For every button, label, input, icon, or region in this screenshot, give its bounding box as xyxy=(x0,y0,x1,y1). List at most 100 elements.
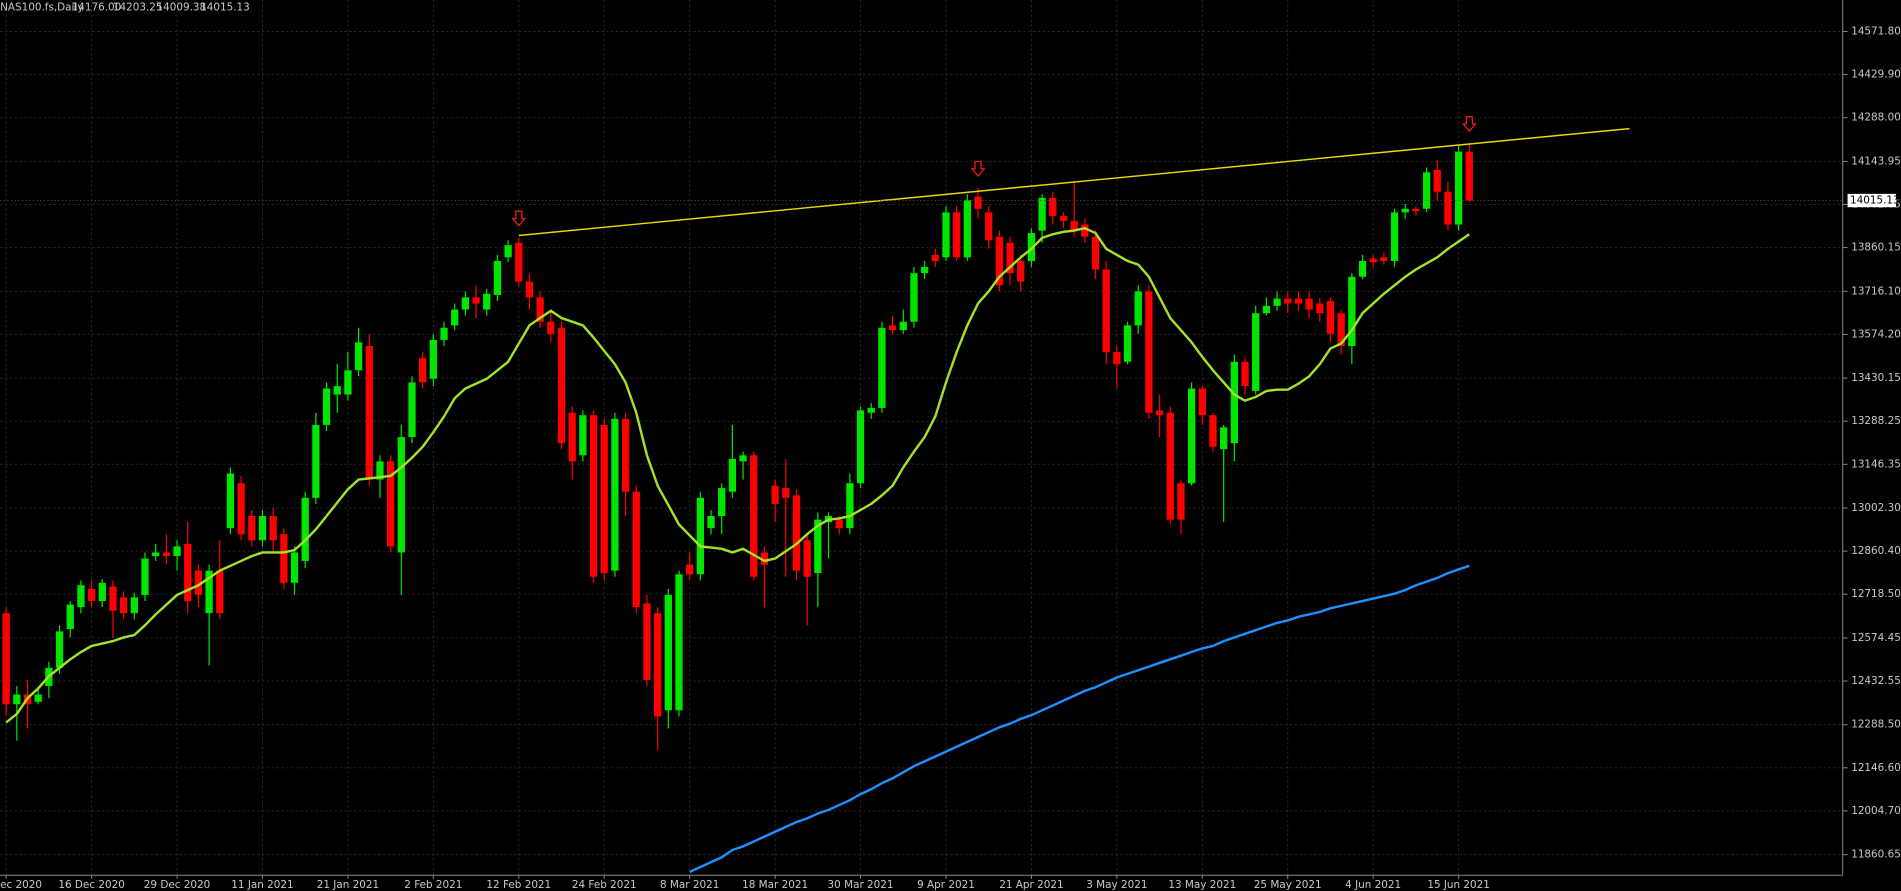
candle-body xyxy=(152,552,160,557)
candle-body xyxy=(1006,242,1014,274)
candle-body xyxy=(771,485,779,504)
y-tick-label: 13146.35 xyxy=(1851,458,1901,470)
candle-body xyxy=(1444,191,1452,225)
candle-body xyxy=(1187,388,1196,484)
candle-body xyxy=(931,254,939,261)
candle-body xyxy=(621,418,630,492)
candle-body xyxy=(322,388,331,425)
candle-body xyxy=(1230,361,1238,444)
candle-body xyxy=(878,327,886,408)
candle-body xyxy=(1294,298,1303,304)
candle-body xyxy=(2,613,10,705)
y-tick-label: 11860.65 xyxy=(1851,849,1901,861)
candle-body xyxy=(290,552,299,583)
y-tick-label: 12288.50 xyxy=(1851,719,1901,731)
candle-body xyxy=(1059,216,1068,221)
x-tick-label: 24 Feb 2021 xyxy=(572,879,637,891)
y-tick-label: 13288.25 xyxy=(1851,415,1901,427)
candle-body xyxy=(354,342,363,371)
candle-body xyxy=(1465,151,1473,201)
candle-body xyxy=(782,488,790,498)
candle-body xyxy=(814,519,822,574)
candle-body xyxy=(312,424,320,498)
candle-body xyxy=(792,495,801,571)
candle-body xyxy=(910,273,918,322)
y-tick-label: 13860.15 xyxy=(1851,242,1901,254)
candle-body xyxy=(750,455,758,577)
candle-body xyxy=(1070,220,1078,231)
candle-body xyxy=(579,415,587,456)
candle-body xyxy=(1412,208,1420,212)
candle-body xyxy=(1358,260,1367,277)
candle-body xyxy=(568,412,576,462)
symbol: NAS100.fs,Daily xyxy=(0,1,83,13)
candle-body xyxy=(1454,151,1463,225)
x-tick-label: 16 Dec 2020 xyxy=(58,879,124,891)
candle-body xyxy=(1017,260,1025,282)
candle-body xyxy=(141,558,149,595)
candle-body xyxy=(397,437,405,553)
moving-average-line xyxy=(689,564,1470,873)
candle-body xyxy=(1380,257,1388,261)
candle-body xyxy=(963,200,971,258)
candle-body xyxy=(461,297,470,310)
y-tick-label: 13574.20 xyxy=(1851,328,1901,340)
candle-body xyxy=(429,339,437,379)
candle-body xyxy=(1284,298,1292,304)
candle-body xyxy=(387,461,395,547)
candle-body xyxy=(301,497,309,561)
candle-body xyxy=(98,582,106,602)
candle-body xyxy=(451,309,459,326)
candle-body xyxy=(216,570,224,614)
candle-body xyxy=(1252,313,1260,391)
candle-body xyxy=(728,458,737,492)
current-price-label: 14015.13 xyxy=(1850,195,1900,207)
candle-body xyxy=(258,516,267,541)
candle-body xyxy=(184,543,192,602)
candle-body xyxy=(376,461,384,480)
candle-body xyxy=(1027,233,1036,261)
candle-body xyxy=(760,552,769,565)
candle-body xyxy=(493,260,502,295)
y-tick-label: 14429.90 xyxy=(1851,69,1901,81)
candle-body xyxy=(162,552,170,557)
candle-body xyxy=(66,604,74,629)
trendline xyxy=(518,127,1630,237)
candle-body xyxy=(1091,236,1100,270)
y-tick-label: 14571.80 xyxy=(1851,26,1901,38)
candle-body xyxy=(888,325,897,331)
candle-body xyxy=(87,588,96,602)
candle-body xyxy=(867,407,875,413)
candle-body xyxy=(600,424,608,574)
candle-body xyxy=(1326,301,1335,334)
close-label: 14015.13 xyxy=(200,1,250,13)
x-tick-label: 21 Apr 2021 xyxy=(999,879,1063,891)
candle-body xyxy=(440,327,448,340)
candle-body xyxy=(1102,269,1110,353)
candle-body xyxy=(1369,258,1377,263)
candle-body xyxy=(1209,415,1217,447)
candle-body xyxy=(109,586,117,611)
candle-body xyxy=(205,570,213,614)
x-tick-label: 4 Jun 2021 xyxy=(1345,879,1401,891)
candle-body xyxy=(1273,298,1281,306)
candle-body xyxy=(803,540,811,577)
candle-body xyxy=(739,455,747,462)
candle-body xyxy=(974,196,982,209)
x-tick-label: 3 May 2021 xyxy=(1086,879,1147,891)
candle-body xyxy=(1134,291,1142,326)
candle-body xyxy=(1433,169,1441,192)
candle-body xyxy=(942,212,950,258)
candle-body xyxy=(547,321,555,334)
candle-body xyxy=(515,242,523,282)
candle-body xyxy=(173,546,181,557)
candle-body xyxy=(344,370,352,395)
candle-body xyxy=(34,694,42,702)
candle-body xyxy=(1081,224,1089,237)
current-price-box xyxy=(1847,193,1897,208)
candle-body xyxy=(472,297,480,304)
candle-body xyxy=(557,327,566,444)
candle-body xyxy=(1177,483,1185,520)
candle-body xyxy=(13,694,21,705)
candle-body xyxy=(995,236,1004,286)
